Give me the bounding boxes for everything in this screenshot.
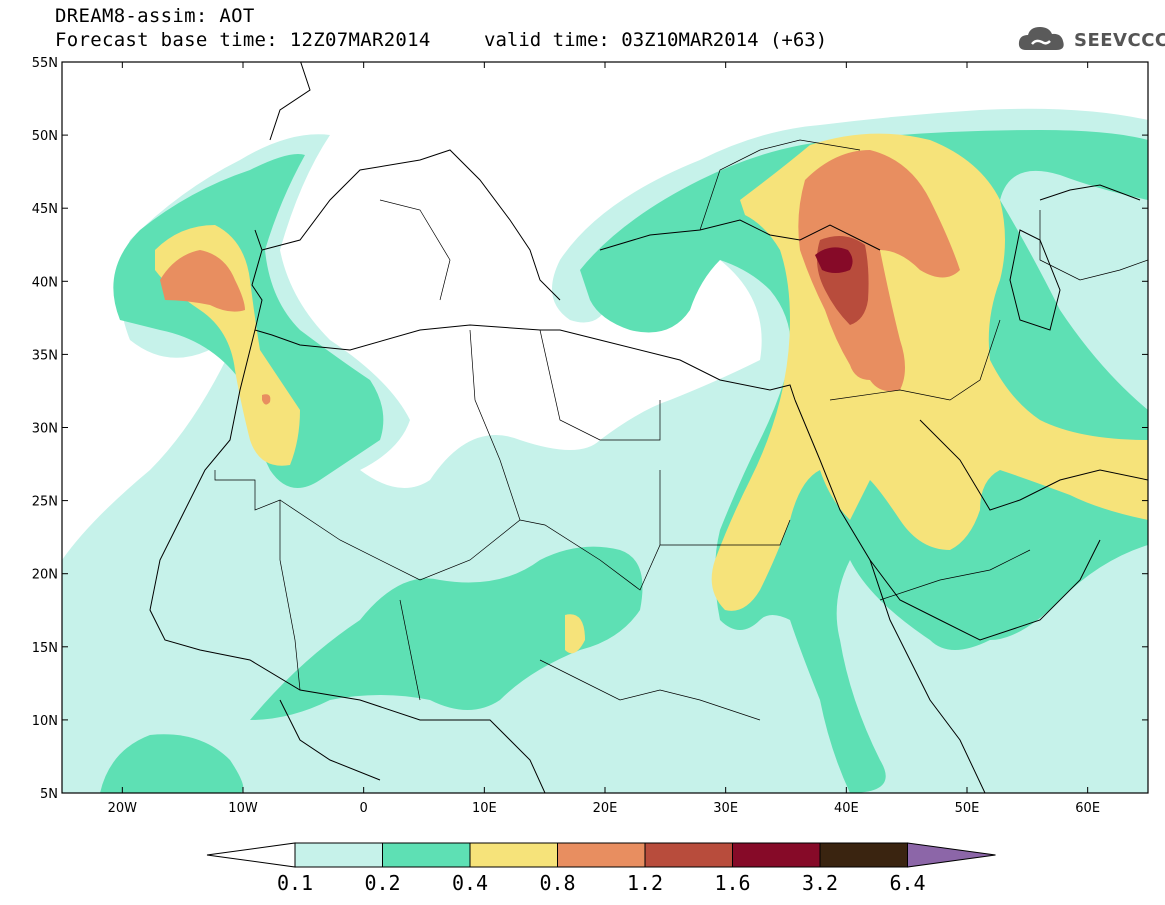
colorbar-segment: [557, 842, 646, 868]
forecast-base-time: Forecast base time: 12Z07MAR2014: [55, 29, 431, 51]
lat-label: 5N: [40, 787, 58, 802]
colorbar-label: 1.6: [714, 871, 750, 895]
border-3: [469, 329, 521, 521]
border-11: [1039, 210, 1148, 281]
border-7: [829, 319, 1001, 401]
colorbar-label: 0.1: [277, 871, 313, 895]
lon-ticks: 20W 10W 0 10E 20E 30E 40E 50E 60E: [108, 62, 1100, 816]
lat-label: 35N: [32, 348, 58, 363]
logo-text: SEEVCCC: [1074, 30, 1165, 51]
aot-field: [62, 108, 1148, 793]
colorbar-label: 1.2: [627, 871, 663, 895]
colorbar-label: 0.2: [364, 871, 400, 895]
lon-label: 60E: [1075, 801, 1100, 816]
border-6: [699, 139, 861, 231]
colorbar-segment: [294, 842, 383, 868]
colorbar: 0.1 0.2 0.4 0.8 1.2 1.6 3.2 6.4: [206, 842, 996, 895]
gulf-coast: [919, 419, 1148, 511]
valid-time: valid time: 03Z10MAR2014 (+63): [484, 29, 828, 51]
colorbar-label: 6.4: [889, 871, 925, 895]
coastlines: [149, 62, 1148, 793]
colorbar-segment: [644, 842, 733, 868]
border-4: [539, 329, 661, 441]
lat-label: 45N: [32, 202, 58, 217]
lon-label: 10W: [228, 801, 258, 816]
lat-label: 15N: [32, 641, 58, 656]
lon-label: 0: [360, 801, 368, 816]
lat-label: 25N: [32, 495, 58, 510]
border-8: [879, 549, 1031, 601]
lat-ticks: 55N 50N 45N 40N 35N 30N 25N 20N 15N 10N 5N: [32, 56, 1148, 802]
cloud-icon: [1018, 27, 1064, 50]
lon-label: 40E: [834, 801, 859, 816]
aot-level-6: [815, 247, 853, 273]
country-borders: [214, 139, 1148, 721]
border-5: [660, 519, 791, 546]
seevccc-logo: SEEVCCC: [1016, 22, 1165, 58]
britain-coast: [269, 62, 311, 141]
border-2: [279, 470, 661, 591]
aot-level-4: [160, 150, 960, 405]
colorbar-segment: [732, 842, 821, 868]
lon-label: 10E: [472, 801, 497, 816]
colorbar-over-arrow: [907, 842, 996, 868]
lat-label: 30N: [32, 422, 58, 437]
border-1: [214, 470, 301, 691]
border-10: [399, 599, 421, 701]
arabia-coast: [869, 539, 1101, 641]
colorbar-label: 3.2: [802, 871, 838, 895]
lon-label: 20W: [108, 801, 138, 816]
colorbar-label: 0.8: [539, 871, 575, 895]
lat-label: 20N: [32, 568, 58, 583]
lon-label: 50E: [955, 801, 980, 816]
border-12: [379, 199, 451, 301]
gulf-of-guinea-coast: [279, 699, 381, 781]
lat-label: 55N: [32, 56, 58, 71]
lat-label: 10N: [32, 714, 58, 729]
border-9: [539, 659, 761, 721]
lon-label: 30E: [713, 801, 738, 816]
colorbar-segment: [469, 842, 558, 868]
colorbar-segment: [382, 842, 471, 868]
colorbar-label: 0.4: [452, 871, 488, 895]
lat-label: 50N: [32, 129, 58, 144]
red-sea-coast: [794, 399, 986, 793]
africa-west-coast: [149, 329, 546, 793]
chart-title: DREAM8-assim: AOT: [55, 5, 255, 27]
lat-label: 40N: [32, 275, 58, 290]
colorbar-segment: [819, 842, 908, 868]
europe-coast: [261, 149, 561, 301]
mediterranean-south-coast: [251, 229, 796, 401]
colorbar-under-arrow: [206, 842, 296, 868]
black-sea-coast: [599, 219, 881, 251]
lon-label: 20E: [593, 801, 618, 816]
caspian-north-coast: [1039, 184, 1141, 201]
